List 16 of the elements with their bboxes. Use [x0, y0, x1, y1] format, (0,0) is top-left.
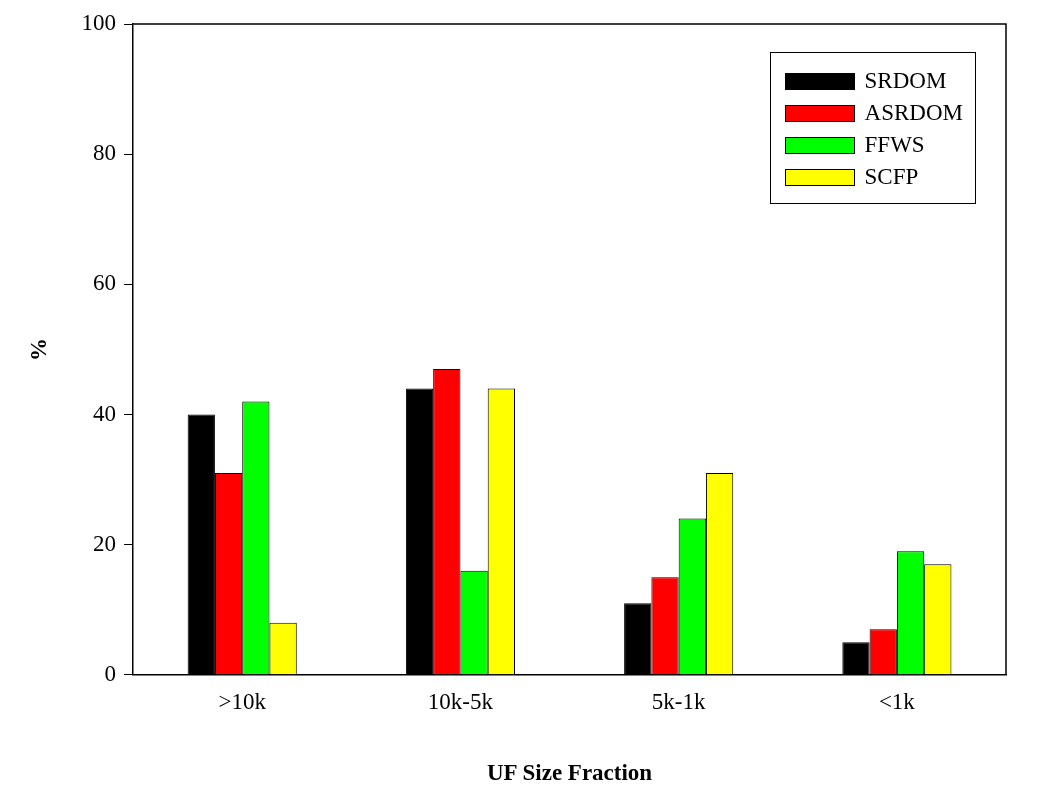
legend-label: SRDOM	[864, 68, 947, 94]
x-tick-label: 5k-1k	[651, 688, 706, 714]
legend-label: FFWS	[864, 132, 925, 158]
y-tick-label: 0	[104, 660, 117, 686]
y-tick-label: 80	[93, 140, 117, 166]
y-tick-label: 100	[81, 10, 117, 36]
x-tick-label: >10k	[218, 688, 267, 714]
x-tick-label: <1k	[878, 688, 916, 714]
legend-label: SCFP	[864, 164, 919, 190]
y-axis-title: %	[25, 337, 51, 361]
x-axis-title: UF Size Fraction	[486, 760, 653, 786]
y-tick-label: 40	[93, 400, 117, 426]
y-tick-label: 20	[93, 530, 117, 556]
x-tick-label: 10k-5k	[427, 688, 494, 714]
y-tick-label: 60	[93, 270, 117, 296]
legend-label: ASRDOM	[864, 100, 963, 126]
